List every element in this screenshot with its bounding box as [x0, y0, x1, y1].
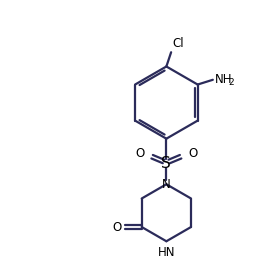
Text: Cl: Cl: [172, 37, 184, 50]
Text: O: O: [112, 220, 122, 234]
Text: O: O: [188, 147, 198, 160]
Text: NH: NH: [215, 73, 232, 86]
Text: HN: HN: [158, 246, 175, 259]
Text: S: S: [162, 156, 171, 171]
Text: N: N: [162, 178, 171, 191]
Text: O: O: [135, 147, 144, 160]
Text: 2: 2: [228, 78, 234, 87]
